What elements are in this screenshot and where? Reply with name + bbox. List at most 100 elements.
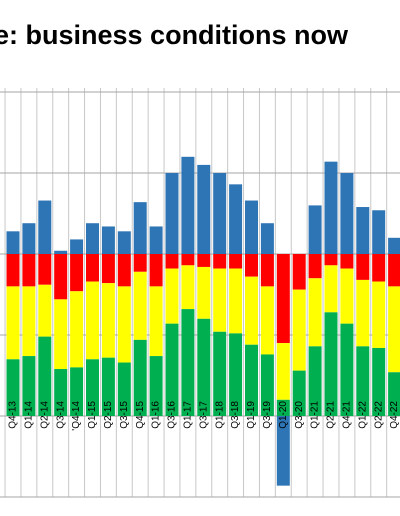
bar-segment <box>340 323 354 416</box>
bar-segment <box>213 254 227 269</box>
x-tick-label: Q1-14 <box>24 401 35 429</box>
x-tick-label: Q1-20 <box>278 401 289 429</box>
bar-segment <box>181 265 195 310</box>
bar-segment <box>356 207 370 254</box>
x-tick-label: Q4-21 <box>342 401 353 429</box>
bar-segment <box>6 359 20 416</box>
bar-segment <box>38 336 52 416</box>
bar-segment <box>86 254 99 282</box>
bar-segment <box>213 331 227 416</box>
x-tick-label: Q1-21 <box>310 401 321 429</box>
bar-segment <box>292 370 306 416</box>
bar-segment <box>54 254 68 300</box>
bar-segment <box>245 254 258 277</box>
bar-segment <box>308 346 322 416</box>
bar-segment <box>22 356 36 416</box>
bar-segment <box>260 223 274 254</box>
bar-segment <box>133 271 147 340</box>
bar-segment <box>117 362 131 416</box>
bar-segment <box>276 254 290 344</box>
x-tick-label: Q1-15 <box>87 401 98 429</box>
bar-segment <box>213 268 227 332</box>
x-tick-label: Q3-17 <box>198 401 209 429</box>
x-tick-label: Q1-22 <box>357 401 368 429</box>
bar-segment <box>356 254 370 280</box>
bar-segment <box>229 254 243 269</box>
bar-segment <box>308 254 322 279</box>
bar-segment <box>101 283 115 358</box>
bar-segment <box>38 254 52 285</box>
bar-segment <box>372 347 386 416</box>
bar-segment <box>340 254 354 269</box>
bar-segment <box>38 200 52 254</box>
chart-title: e: business conditions now <box>0 20 349 50</box>
bar-segment <box>165 254 179 269</box>
x-tick-label: Q3-14 <box>55 401 66 429</box>
bar-segment <box>197 254 211 267</box>
bar-segment <box>388 237 400 254</box>
bar-segment <box>276 343 290 400</box>
bar-segment <box>133 202 147 254</box>
bar-segment <box>165 268 179 324</box>
x-tick-label: Q4-13 <box>8 401 19 429</box>
bar-segment <box>308 278 322 347</box>
x-tick-label: Q3-19 <box>262 401 273 429</box>
bar-segment <box>133 254 147 272</box>
bar-segment <box>260 354 274 416</box>
bar-segment <box>229 333 243 416</box>
bar-segment <box>229 268 243 334</box>
bar-segment <box>70 291 84 368</box>
bar-segment <box>133 339 147 416</box>
x-tick-label: Q1-19 <box>246 401 257 429</box>
bar-segment <box>388 372 400 416</box>
bar-segment <box>86 359 99 416</box>
bar-segment <box>308 205 322 254</box>
bar-segment <box>260 254 274 287</box>
bar-segment <box>229 184 243 254</box>
bar-segment <box>149 286 163 357</box>
x-tick-label: Q4-22 <box>389 401 400 429</box>
bar-segment <box>388 286 400 373</box>
bar-segment <box>54 299 68 370</box>
bar-segment <box>197 266 211 319</box>
bar-segment <box>117 231 131 254</box>
bar-segment <box>86 223 99 254</box>
bar-segment <box>292 289 306 371</box>
bar-segment <box>181 309 195 416</box>
bar-segment <box>117 254 131 287</box>
bar-segment <box>292 254 306 290</box>
bar-segment <box>372 210 386 254</box>
bar-segment <box>38 284 52 337</box>
bar-segment <box>197 318 211 416</box>
bar-segment <box>276 416 290 486</box>
x-tick-label: Q2-22 <box>373 401 384 429</box>
bar-segment <box>340 173 354 254</box>
bar-segment <box>101 226 115 254</box>
bar-segment <box>276 399 290 416</box>
bar-segment <box>245 344 258 416</box>
bar-segment <box>372 281 386 348</box>
bar-segment <box>245 200 258 254</box>
bar-segment <box>86 281 99 360</box>
x-tick-label: Q2-14 <box>39 401 50 429</box>
bar-segment <box>22 254 36 287</box>
bar-segment <box>324 312 338 416</box>
bar-segment <box>165 173 179 254</box>
bar-segment <box>388 254 400 287</box>
bar-segment <box>101 357 115 416</box>
bar-segment <box>324 161 338 254</box>
bar-segment <box>372 254 386 282</box>
bar-segment <box>70 367 84 416</box>
bar-segment <box>6 254 20 287</box>
x-tick-label: Q1-17 <box>183 401 194 429</box>
bar-segment <box>356 279 370 347</box>
bar-segment <box>117 286 131 363</box>
bar-segment <box>149 356 163 416</box>
bar-segment <box>245 276 258 345</box>
bar-segment <box>213 173 227 254</box>
bar-segment <box>356 346 370 416</box>
bar-segment <box>181 254 195 266</box>
bar-segment <box>324 254 338 266</box>
bar-segment <box>260 286 274 355</box>
